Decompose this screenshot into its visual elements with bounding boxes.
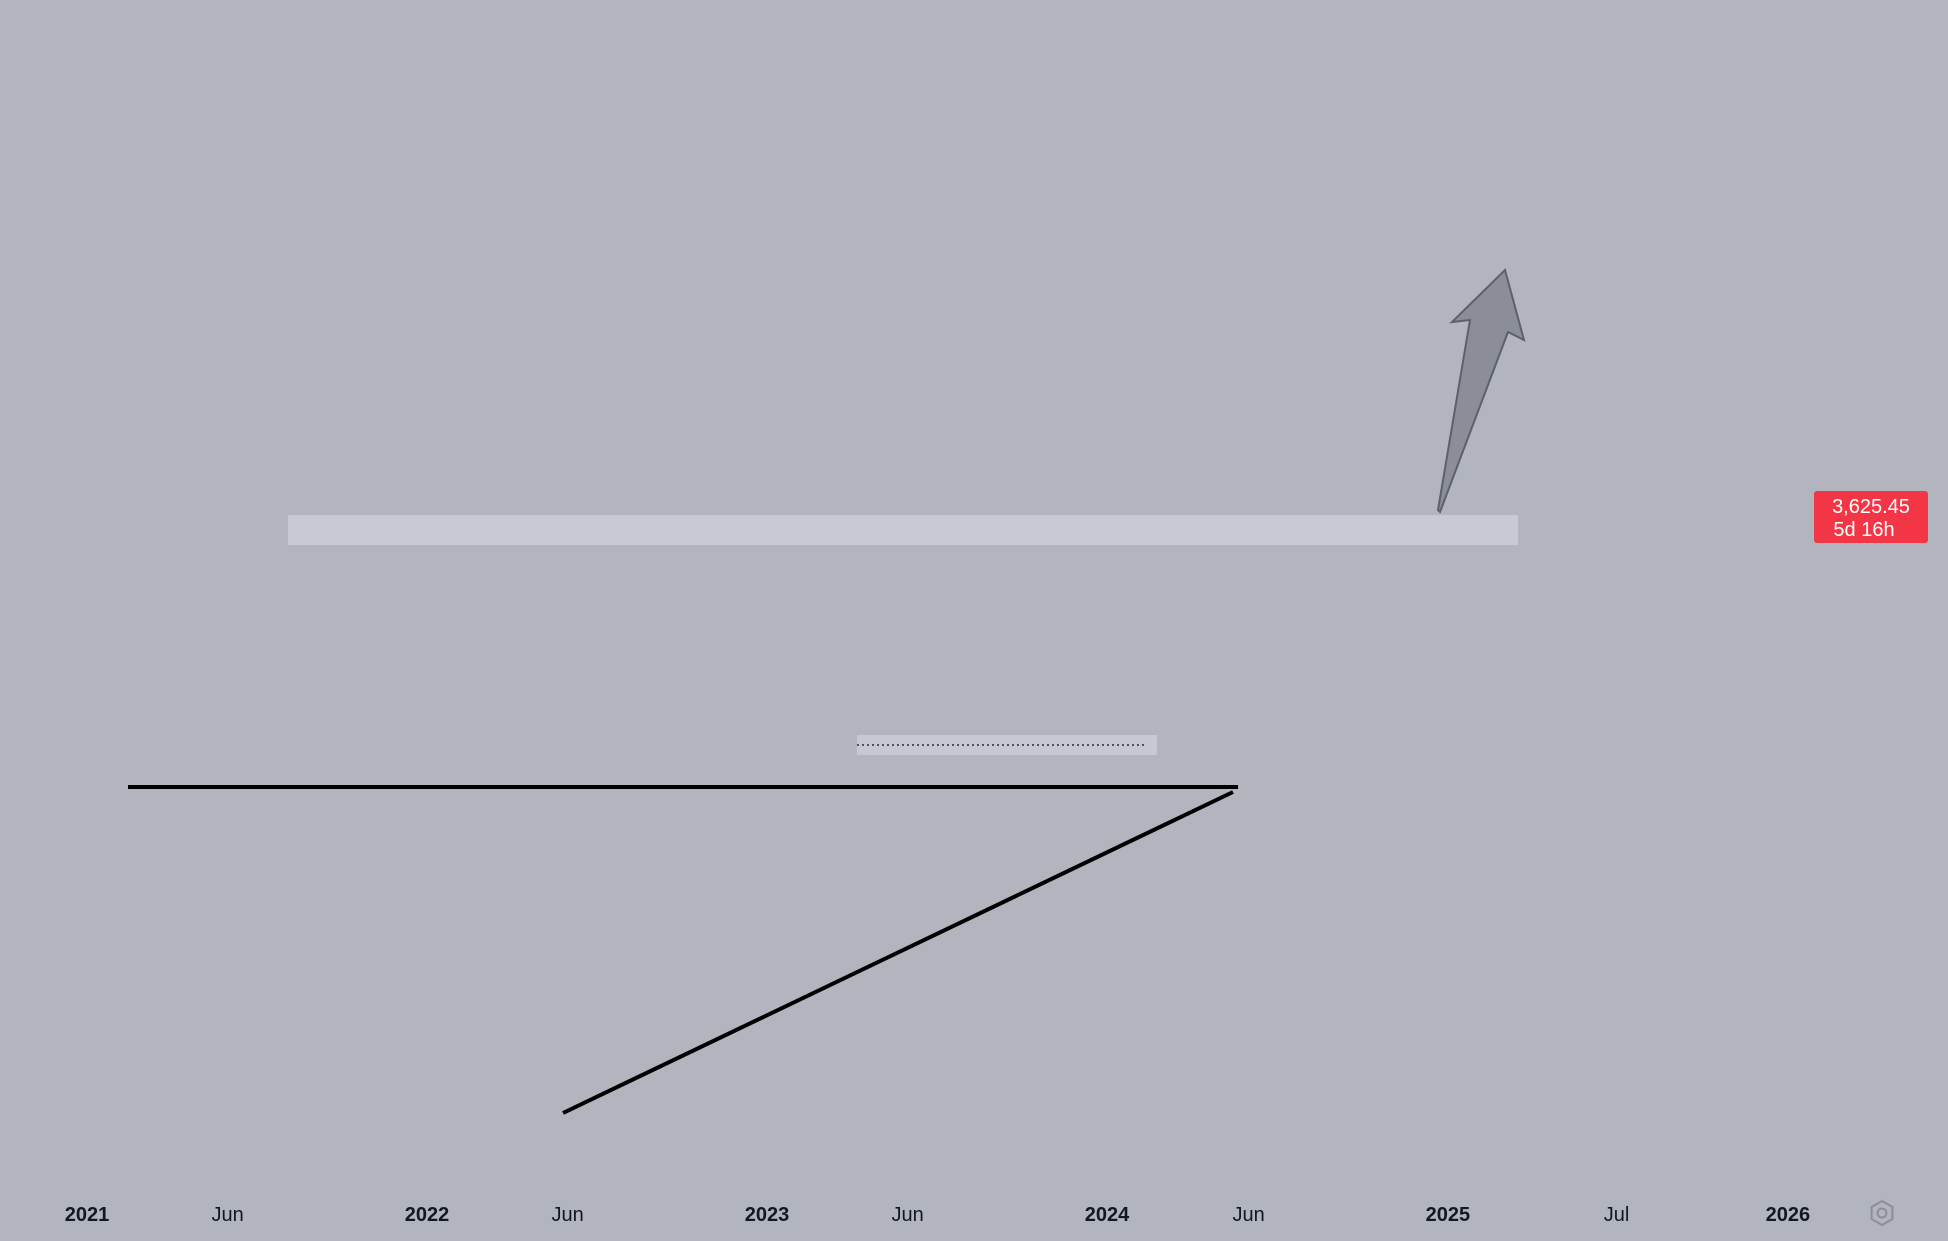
x-tick-label: Jun bbox=[1232, 1204, 1264, 1226]
x-tick-label: 2024 bbox=[1085, 1204, 1130, 1226]
x-tick-label: 2023 bbox=[745, 1204, 790, 1226]
x-tick-label: 2025 bbox=[1426, 1204, 1471, 1226]
last-price-countdown: 5d 16h bbox=[1833, 519, 1894, 541]
x-tick-label: 2022 bbox=[405, 1204, 450, 1226]
ascending-trendline[interactable] bbox=[562, 790, 1234, 1115]
resistance-zone bbox=[288, 515, 1518, 545]
settings-icon[interactable] bbox=[1870, 1199, 1894, 1227]
x-tick-label: Jul bbox=[1604, 1204, 1630, 1226]
x-tick-label: Jun bbox=[892, 1204, 924, 1226]
x-axis[interactable]: 2021 Jun 2022 Jun 2023 Jun 2024 Jun 2025 Jul 2026 bbox=[65, 1204, 1810, 1226]
last-price-value: 3,625.45 bbox=[1832, 496, 1910, 518]
projection-arrow[interactable] bbox=[1436, 268, 1526, 514]
x-tick-label: 2021 bbox=[65, 1204, 110, 1226]
x-tick-label: Jun bbox=[212, 1204, 244, 1226]
last-price-background bbox=[1814, 491, 1928, 543]
last-price-label: 3,625.45 5d 16h bbox=[1814, 491, 1928, 543]
x-tick-label: Jun bbox=[552, 1204, 584, 1226]
x-tick-label: 2026 bbox=[1766, 1204, 1811, 1226]
